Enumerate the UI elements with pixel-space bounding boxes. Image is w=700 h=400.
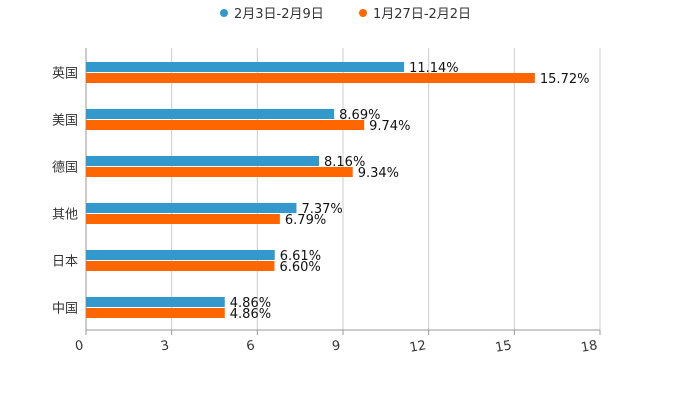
bar-5-1[interactable]: [86, 308, 225, 318]
value-label-3-0: 7.37%: [301, 202, 342, 217]
bar-5-0[interactable]: [86, 297, 225, 307]
tick-label-1: 3: [160, 338, 171, 354]
bars: [86, 62, 535, 318]
legend-marker-1: [359, 9, 367, 17]
category-label-5: 中国: [52, 302, 78, 317]
value-label-4-0: 6.61%: [280, 249, 321, 264]
x-axis: 0 3 6 9 12 15 18: [74, 330, 601, 356]
bar-4-0[interactable]: [86, 250, 275, 260]
value-label-3-1: 6.79%: [285, 213, 326, 228]
bar-3-1[interactable]: [86, 214, 280, 224]
legend: 2月3日-2月9日 1月27日-2月2日: [220, 7, 471, 22]
value-label-1-1: 9.74%: [369, 119, 410, 134]
value-label-0-0: 11.14%: [409, 61, 459, 76]
value-label-1-0: 8.69%: [339, 108, 380, 123]
legend-marker-0: [220, 9, 228, 17]
category-label-4: 日本: [52, 255, 78, 270]
bar-2-0[interactable]: [86, 156, 320, 166]
category-label-3: 其他: [52, 208, 78, 223]
value-label-2-1: 9.34%: [358, 166, 399, 181]
tick-label-4: 12: [408, 338, 427, 356]
bar-3-0[interactable]: [86, 203, 297, 213]
category-label-2: 德国: [52, 161, 78, 176]
tick-label-3: 9: [331, 338, 342, 354]
value-label-5-1: 4.86%: [230, 307, 271, 322]
legend-label-0: 2月3日-2月9日: [234, 7, 324, 22]
value-label-5-0: 4.86%: [230, 296, 271, 311]
value-label-2-0: 8.16%: [324, 155, 365, 170]
value-label-4-1: 6.60%: [279, 260, 320, 275]
tick-label-5: 15: [494, 338, 513, 356]
bar-0-1[interactable]: [86, 73, 535, 83]
category-label-1: 美国: [52, 114, 78, 129]
value-labels: 11.14% 15.72% 8.69%9.74% 8.16%9.34% 7.37%6.7…: [230, 61, 590, 322]
bar-2-1[interactable]: [86, 167, 353, 177]
tick-label-0: 0: [74, 338, 85, 354]
category-label-0: 英国: [52, 67, 78, 82]
bar-0-0[interactable]: [86, 62, 405, 72]
bar-4-1[interactable]: [86, 261, 275, 271]
legend-label-1: 1月27日-2月2日: [373, 7, 471, 22]
grid-lines: [85, 48, 601, 331]
value-label-0-1: 15.72%: [540, 72, 590, 87]
bar-1-0[interactable]: [86, 109, 335, 119]
tick-label-2: 6: [245, 338, 256, 354]
bar-1-1[interactable]: [86, 120, 365, 130]
tick-label-6: 18: [580, 338, 599, 356]
